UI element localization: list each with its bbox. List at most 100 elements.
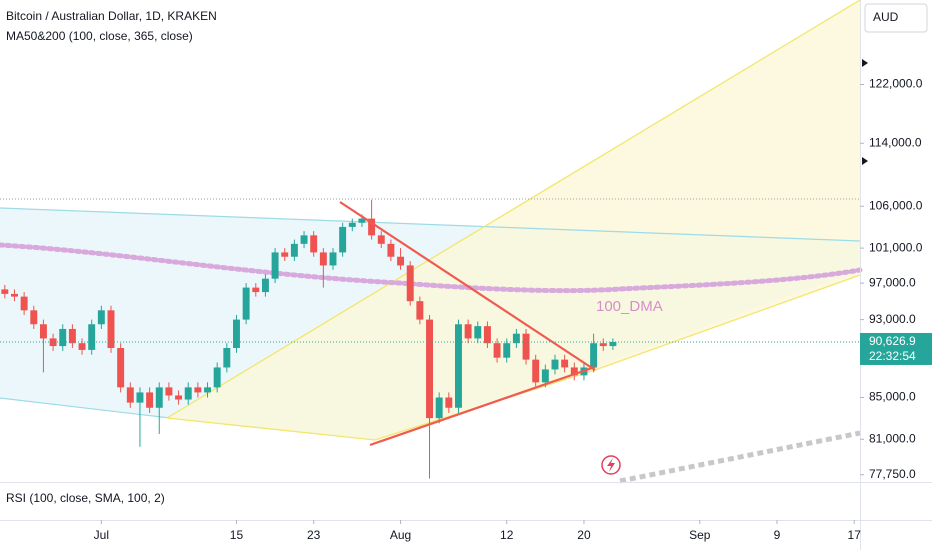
y-tick-label: 97,000.0 bbox=[869, 275, 916, 289]
candle-body bbox=[541, 369, 549, 383]
candle-body bbox=[223, 347, 231, 368]
countdown-label: 22:32:54 bbox=[869, 349, 916, 363]
y-tick-label: 122,000.0 bbox=[869, 77, 923, 91]
axis-marker bbox=[862, 157, 868, 165]
candle-body bbox=[233, 319, 240, 348]
candle-body bbox=[368, 218, 376, 236]
candle-body bbox=[281, 252, 289, 257]
candle-body bbox=[49, 338, 57, 347]
x-tick-label: 15 bbox=[230, 528, 244, 542]
x-tick-label: 20 bbox=[577, 528, 591, 542]
candle-body bbox=[310, 235, 318, 253]
candle-body bbox=[97, 310, 105, 325]
candle-body bbox=[59, 328, 67, 347]
candle-body bbox=[483, 326, 491, 344]
candle-body bbox=[358, 218, 366, 223]
candle-body bbox=[416, 301, 424, 320]
rsi-label: RSI (100, close, SMA, 100, 2) bbox=[6, 491, 165, 505]
y-tick-label: 101,000.0 bbox=[869, 240, 923, 254]
channel-lower bbox=[0, 397, 171, 419]
y-tick-label: 114,000.0 bbox=[869, 135, 922, 149]
candle-body bbox=[590, 343, 598, 368]
y-tick-label: 93,000.0 bbox=[869, 312, 916, 326]
candle-body bbox=[503, 343, 511, 358]
candle-body bbox=[329, 252, 337, 266]
candle-body bbox=[165, 387, 173, 396]
last-price-label: 90,626.9 bbox=[869, 334, 916, 348]
candle-body bbox=[242, 287, 250, 320]
candle-body bbox=[609, 341, 617, 347]
candle-body bbox=[20, 296, 28, 311]
ma-200-curve bbox=[619, 430, 861, 484]
candle-body bbox=[204, 387, 211, 393]
candle-body bbox=[184, 387, 192, 400]
candle-body bbox=[78, 343, 86, 350]
candle-body bbox=[11, 293, 18, 297]
chart-title: Bitcoin / Australian Dollar, 1D, KRAKEN bbox=[6, 9, 217, 23]
candle-body bbox=[397, 256, 405, 266]
candle-body bbox=[435, 397, 443, 419]
axis-marker bbox=[862, 59, 868, 67]
x-tick-label: Jul bbox=[94, 528, 109, 542]
candle-body bbox=[339, 226, 347, 253]
candle-body bbox=[30, 310, 38, 325]
candle-body bbox=[493, 343, 501, 358]
candle-body bbox=[126, 387, 134, 403]
x-tick-label: Aug bbox=[390, 528, 411, 542]
candle-body bbox=[261, 278, 269, 293]
candle-body bbox=[551, 359, 559, 370]
candle-body bbox=[194, 387, 202, 393]
y-tick-label: 81,000.0 bbox=[869, 431, 916, 445]
candle-body bbox=[107, 310, 115, 348]
candle-body bbox=[532, 359, 540, 383]
candle-body bbox=[117, 347, 125, 388]
candle-body bbox=[290, 243, 298, 257]
candle-body bbox=[252, 287, 260, 293]
candle-body bbox=[39, 324, 47, 339]
y-tick-label: 85,000.0 bbox=[869, 390, 916, 404]
indicator-label: MA50&200 (100, close, 365, close) bbox=[6, 29, 193, 43]
candle-body bbox=[522, 333, 530, 360]
candle-body bbox=[175, 395, 183, 400]
candle-body bbox=[454, 324, 462, 408]
candle-body bbox=[387, 243, 395, 257]
trend-line-lower bbox=[369, 365, 596, 447]
candle-body bbox=[146, 392, 154, 408]
candle-body bbox=[474, 326, 482, 339]
candle-body bbox=[406, 265, 414, 302]
x-tick-label: 12 bbox=[500, 528, 514, 542]
ma-label: 100_DMA bbox=[596, 298, 663, 315]
fan-fill bbox=[167, 0, 860, 440]
candle-body bbox=[88, 324, 96, 350]
candle-body bbox=[570, 367, 578, 376]
candle-body bbox=[155, 387, 163, 408]
candle-body bbox=[1, 289, 9, 294]
candle-body bbox=[599, 343, 607, 347]
x-tick-label: 23 bbox=[307, 528, 321, 542]
channel-upper bbox=[0, 207, 861, 242]
candle-body bbox=[561, 359, 569, 368]
candle-body bbox=[319, 252, 327, 266]
candle-body bbox=[377, 235, 385, 244]
last-price-box bbox=[860, 332, 932, 365]
event-bolt bbox=[607, 458, 615, 472]
x-tick-label: 17 bbox=[848, 528, 862, 542]
candle-body bbox=[445, 397, 453, 408]
candle-body bbox=[271, 252, 279, 279]
candle-body bbox=[348, 222, 356, 227]
candle-body bbox=[136, 392, 144, 403]
y-tick-label: 106,000.0 bbox=[869, 198, 923, 212]
y-tick-label: 77,750.0 bbox=[869, 467, 916, 481]
candle-body bbox=[464, 324, 472, 339]
candle-body bbox=[213, 367, 221, 388]
currency-label: AUD bbox=[873, 10, 899, 24]
fan-upper bbox=[166, 0, 861, 419]
ma-curve bbox=[0, 242, 863, 294]
x-tick-label: 9 bbox=[774, 528, 781, 542]
currency-box[interactable] bbox=[864, 3, 928, 33]
candle-body bbox=[68, 328, 76, 344]
candle-body bbox=[300, 235, 308, 244]
candles bbox=[1, 199, 617, 479]
candle-body bbox=[426, 319, 433, 419]
